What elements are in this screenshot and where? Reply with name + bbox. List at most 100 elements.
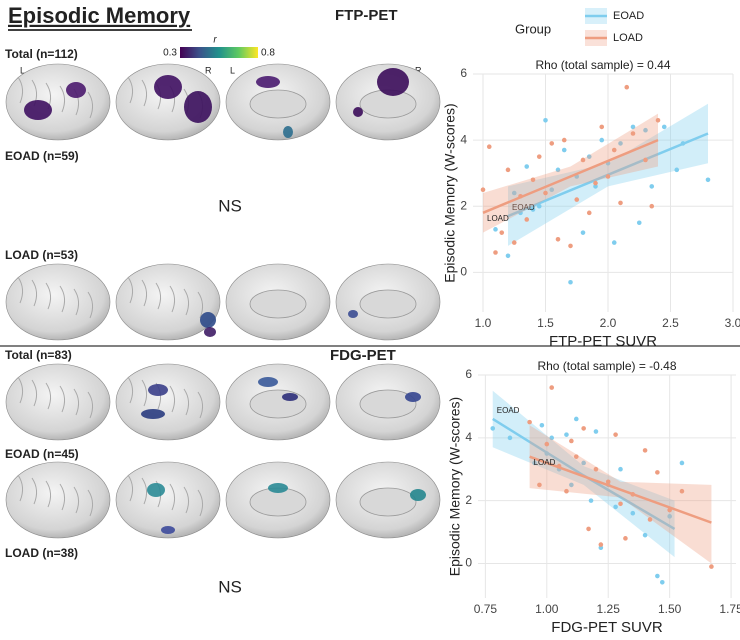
row-label: LOAD (n=38) <box>5 546 78 560</box>
brain <box>5 63 111 141</box>
activation <box>66 82 86 98</box>
sulcus <box>197 391 204 419</box>
brain-medial <box>359 389 417 419</box>
point <box>593 429 599 434</box>
sulcus <box>87 91 94 119</box>
sulcus <box>197 291 204 319</box>
legend-title: Group <box>515 21 551 36</box>
point <box>569 482 574 488</box>
point <box>493 227 498 232</box>
y-tick-label: 6 <box>465 367 472 381</box>
ns-label: NS <box>218 196 242 215</box>
point <box>486 144 492 150</box>
point <box>544 441 550 447</box>
point <box>593 180 598 186</box>
x-tick-label: 1.50 <box>658 602 682 616</box>
point <box>630 124 636 130</box>
sulcus <box>169 285 176 313</box>
series-label: EOAD <box>512 203 535 212</box>
row-label: Total (n=83) <box>5 348 72 362</box>
point <box>642 448 648 453</box>
point <box>667 514 672 519</box>
sulcus <box>45 382 52 410</box>
section-label: FDG-PET <box>330 347 396 364</box>
activation <box>377 68 409 96</box>
colorbar-min: 0.3 <box>163 48 177 59</box>
brain <box>5 461 111 539</box>
point <box>573 454 579 459</box>
point <box>537 482 542 488</box>
point <box>649 184 655 189</box>
point <box>624 84 630 90</box>
point <box>623 536 628 541</box>
activation <box>184 91 212 123</box>
brain <box>115 263 221 341</box>
row-label: EOAD (n=45) <box>5 447 79 461</box>
activation <box>24 100 52 120</box>
activation <box>204 327 216 337</box>
point <box>549 385 555 390</box>
activation <box>348 310 358 318</box>
point <box>581 426 586 431</box>
point <box>709 564 714 569</box>
point <box>499 230 505 235</box>
point <box>613 432 618 437</box>
point <box>524 164 530 169</box>
x-tick-label: 1.00 <box>535 602 559 616</box>
activation <box>405 392 421 402</box>
row-label: LOAD (n=53) <box>5 248 78 262</box>
brain-medial <box>249 389 307 419</box>
y-tick-label: 4 <box>460 132 467 146</box>
point <box>643 127 648 133</box>
y-axis-label: Episodic Memory (W-scores) <box>447 397 463 576</box>
point <box>679 460 685 466</box>
point <box>598 542 604 547</box>
point <box>599 124 605 130</box>
activation <box>282 393 298 401</box>
sulcus <box>17 376 24 404</box>
point <box>611 240 617 245</box>
point <box>530 207 536 212</box>
sulcus <box>87 489 94 517</box>
fit-line <box>529 455 712 524</box>
y-tick-label: 6 <box>460 66 467 80</box>
brain <box>5 263 111 341</box>
point <box>643 157 648 163</box>
point <box>524 217 530 222</box>
activation <box>154 75 182 99</box>
point <box>618 200 623 206</box>
legend-label: EOAD <box>613 10 644 22</box>
point <box>511 190 517 196</box>
sulcus <box>141 279 148 307</box>
point <box>493 250 498 255</box>
activation <box>258 377 278 387</box>
sulcus <box>169 385 176 413</box>
brain <box>115 363 221 441</box>
point <box>549 141 555 146</box>
x-tick-label: 1.75 <box>719 602 740 616</box>
sulcus <box>141 79 148 107</box>
series-label: EOAD <box>497 406 520 415</box>
sulcus <box>31 279 38 307</box>
sulcus <box>59 385 66 413</box>
point <box>613 504 618 510</box>
brain-medial <box>249 89 307 119</box>
point <box>642 532 648 538</box>
series-label: LOAD <box>534 458 556 467</box>
x-axis-label: FTP-PET SUVR <box>549 333 657 350</box>
sulcus <box>59 483 66 511</box>
sulcus <box>141 477 148 505</box>
sulcus <box>45 282 52 310</box>
point <box>618 501 623 507</box>
y-axis-label: Episodic Memory (W-scores) <box>442 103 458 282</box>
point <box>505 167 511 173</box>
sulcus <box>155 282 162 310</box>
sulcus <box>183 486 190 514</box>
x-tick-label: 0.75 <box>474 602 498 616</box>
y-tick-label: 2 <box>460 198 467 212</box>
fit-line <box>482 138 659 214</box>
point <box>586 526 591 532</box>
brain-medial <box>249 289 307 319</box>
